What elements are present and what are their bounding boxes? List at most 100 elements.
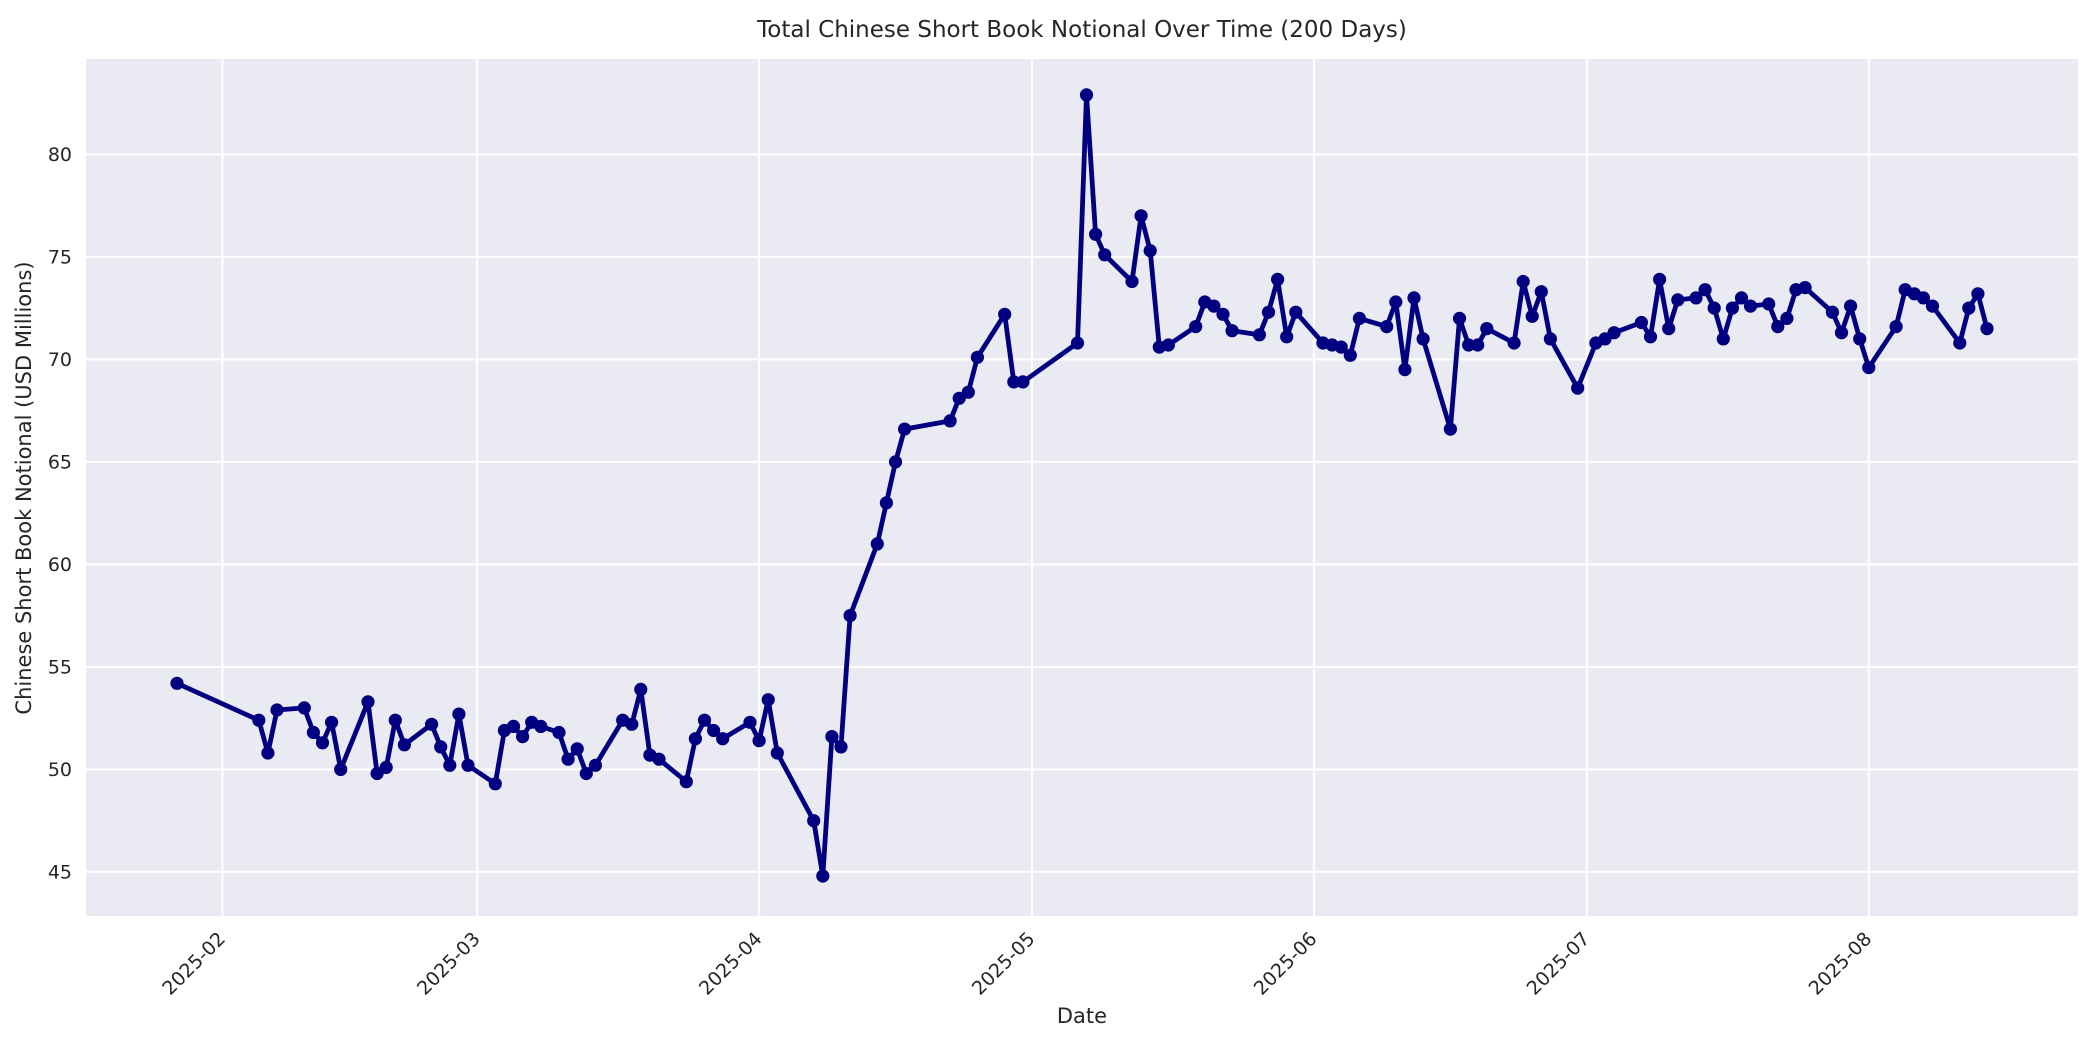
data-point (1089, 227, 1103, 241)
data-point (1343, 348, 1357, 362)
data-point (634, 682, 648, 697)
data-point (1762, 297, 1776, 311)
data-point (1962, 301, 1976, 315)
data-point (1252, 328, 1266, 342)
data-point (1607, 326, 1621, 340)
series-markers (170, 88, 1994, 883)
x-tick-label: 2025-06 (1250, 928, 1322, 1000)
data-point (1771, 320, 1785, 334)
data-point (1525, 309, 1539, 323)
data-point (1834, 326, 1849, 340)
data-point (807, 814, 821, 828)
data-point (1844, 299, 1858, 313)
horizontal-gridlines (86, 153, 2078, 873)
y-tick-label: 55 (48, 656, 72, 678)
data-point (1207, 299, 1221, 313)
data-point (306, 725, 320, 740)
data-point (898, 422, 912, 436)
data-point (570, 742, 584, 756)
data-point (325, 715, 339, 729)
data-point (1516, 274, 1530, 289)
data-point (1662, 322, 1676, 336)
data-point (652, 752, 666, 766)
data-point (1980, 322, 1994, 336)
data-point (697, 713, 712, 727)
data-point (1070, 336, 1085, 350)
data-point (1079, 88, 1094, 102)
data-point (1925, 299, 1940, 313)
data-point (970, 350, 985, 364)
data-point (506, 719, 521, 734)
data-point (561, 752, 575, 766)
data-point (1016, 375, 1030, 389)
data-point (707, 723, 721, 738)
data-point (1534, 285, 1548, 299)
data-point (716, 732, 730, 746)
data-point (1734, 291, 1749, 305)
data-point (1798, 281, 1812, 295)
data-point (825, 730, 839, 744)
data-point (816, 869, 830, 883)
data-point (679, 775, 693, 789)
x-tick-label: 2025-04 (695, 928, 767, 1000)
x-tick-label: 2025-03 (413, 928, 485, 1000)
data-point (688, 732, 703, 746)
data-point (1725, 301, 1739, 315)
data-point (516, 730, 530, 744)
data-point (843, 609, 857, 623)
data-point (1216, 307, 1230, 321)
data-point (1743, 299, 1758, 313)
data-point (388, 713, 402, 727)
y-tick-label: 50 (48, 759, 72, 781)
data-point (1398, 363, 1412, 377)
data-point (870, 537, 884, 551)
data-point (1143, 244, 1157, 258)
data-point (888, 455, 903, 469)
y-tick-label: 75 (48, 246, 72, 268)
data-point (1380, 320, 1394, 334)
data-point (315, 736, 330, 750)
y-tick-label: 80 (48, 144, 72, 166)
x-axis-label: Date (1057, 1004, 1107, 1028)
data-point (1698, 283, 1712, 297)
data-point (397, 738, 411, 752)
y-tick-labels: 45 50 55 60 65 70 75 80 (48, 144, 72, 884)
data-point (625, 717, 639, 731)
data-point (1689, 291, 1703, 305)
data-point (879, 496, 894, 510)
data-point (361, 695, 375, 709)
data-point (1261, 305, 1276, 319)
data-point (943, 414, 957, 428)
y-tick-label: 45 (48, 861, 72, 883)
data-point (1389, 295, 1403, 309)
data-point (1189, 320, 1203, 334)
data-point (1780, 311, 1794, 325)
data-point (1407, 291, 1421, 305)
data-point (1643, 330, 1658, 344)
data-point (588, 758, 603, 772)
data-point (834, 740, 848, 754)
x-tick-label: 2025-05 (968, 928, 1040, 1000)
data-point (1098, 248, 1112, 262)
data-point (1225, 324, 1239, 338)
data-point (579, 766, 593, 781)
data-point (1716, 332, 1730, 346)
series-group (170, 88, 1994, 883)
data-point (461, 758, 475, 772)
x-tick-label: 2025-02 (158, 928, 230, 1000)
data-point (1543, 332, 1557, 346)
data-point (1916, 291, 1930, 305)
data-point (1271, 272, 1285, 286)
data-point (488, 777, 502, 791)
data-point (1125, 274, 1139, 289)
data-point (743, 715, 757, 729)
data-point (1462, 338, 1476, 352)
data-point (1134, 209, 1148, 223)
data-point (297, 701, 311, 715)
data-point (425, 717, 439, 731)
data-point (270, 703, 284, 717)
data-point (1471, 338, 1485, 352)
data-point (1443, 422, 1457, 436)
data-point (1280, 330, 1294, 344)
